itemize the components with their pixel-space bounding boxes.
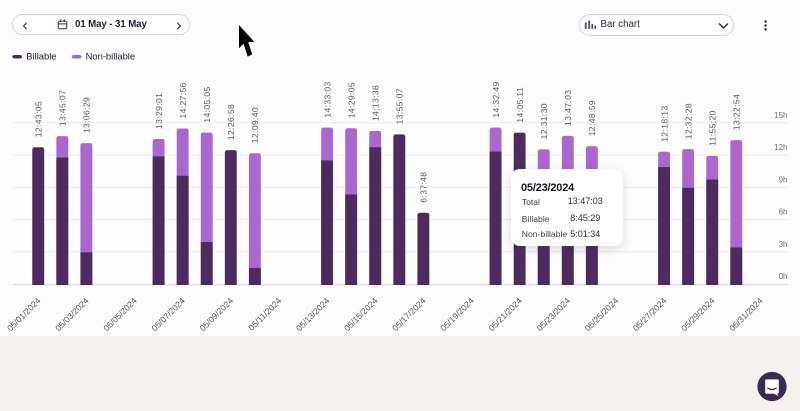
svg-text:14:13:38: 14:13:38 bbox=[370, 85, 380, 121]
svg-text:05/15/2024: 05/15/2024 bbox=[342, 295, 380, 333]
svg-text:05/05/2024: 05/05/2024 bbox=[101, 295, 139, 333]
svg-text:3h: 3h bbox=[779, 240, 788, 249]
svg-text:9h: 9h bbox=[779, 175, 788, 184]
svg-text:Billable: Billable bbox=[26, 50, 56, 61]
svg-text:05/17/2024: 05/17/2024 bbox=[390, 295, 428, 333]
svg-text:14:05:11: 14:05:11 bbox=[515, 87, 525, 123]
svg-text:12:18:13: 12:18:13 bbox=[659, 105, 669, 141]
svg-text:14:27:56: 14:27:56 bbox=[178, 82, 188, 118]
svg-text:05/03/2024: 05/03/2024 bbox=[53, 295, 91, 333]
svg-text:05/31/2024: 05/31/2024 bbox=[727, 295, 765, 333]
svg-text:12:31:30: 12:31:30 bbox=[539, 103, 549, 139]
svg-text:12:26:58: 12:26:58 bbox=[226, 104, 236, 140]
svg-text:05/29/2024: 05/29/2024 bbox=[679, 295, 717, 333]
svg-text:13:45:07: 13:45:07 bbox=[58, 90, 68, 126]
svg-text:12:43:05: 12:43:05 bbox=[33, 101, 43, 137]
svg-text:05/01/2024: 05/01/2024 bbox=[5, 295, 43, 333]
svg-text:15h: 15h bbox=[774, 111, 787, 120]
svg-text:12:09:40: 12:09:40 bbox=[250, 107, 260, 143]
svg-text:13:55:07: 13:55:07 bbox=[395, 88, 405, 124]
svg-text:05/23/2024: 05/23/2024 bbox=[535, 295, 573, 333]
svg-text:12h: 12h bbox=[774, 143, 787, 152]
svg-text:14:33:03: 14:33:03 bbox=[322, 81, 332, 117]
svg-text:12:32:28: 12:32:28 bbox=[683, 103, 693, 139]
svg-text:05/13/2024: 05/13/2024 bbox=[294, 295, 332, 333]
svg-text:05/27/2024: 05/27/2024 bbox=[631, 295, 669, 333]
svg-text:0h: 0h bbox=[779, 272, 788, 281]
svg-text:6h: 6h bbox=[779, 208, 788, 217]
svg-text:13:06:29: 13:06:29 bbox=[82, 97, 92, 133]
svg-text:05/07/2024: 05/07/2024 bbox=[149, 295, 187, 333]
svg-text:6:37:48: 6:37:48 bbox=[419, 172, 429, 203]
svg-text:13:22:54: 13:22:54 bbox=[731, 94, 741, 130]
svg-text:14:32:49: 14:32:49 bbox=[491, 81, 501, 117]
svg-text:Non-billable: Non-billable bbox=[86, 50, 136, 61]
svg-text:05/25/2024: 05/25/2024 bbox=[583, 295, 621, 333]
svg-text:05/19/2024: 05/19/2024 bbox=[438, 295, 476, 333]
svg-text:14:29:05: 14:29:05 bbox=[346, 82, 356, 118]
svg-text:05/09/2024: 05/09/2024 bbox=[198, 295, 236, 333]
svg-text:05/21/2024: 05/21/2024 bbox=[486, 295, 524, 333]
svg-text:11:55:20: 11:55:20 bbox=[707, 110, 717, 146]
svg-text:14:05:05: 14:05:05 bbox=[202, 86, 212, 122]
svg-text:13:29:01: 13:29:01 bbox=[154, 93, 164, 129]
svg-text:12:48:59: 12:48:59 bbox=[587, 100, 597, 136]
svg-text:13:47:03: 13:47:03 bbox=[563, 90, 573, 126]
svg-text:05/11/2024: 05/11/2024 bbox=[246, 295, 283, 332]
